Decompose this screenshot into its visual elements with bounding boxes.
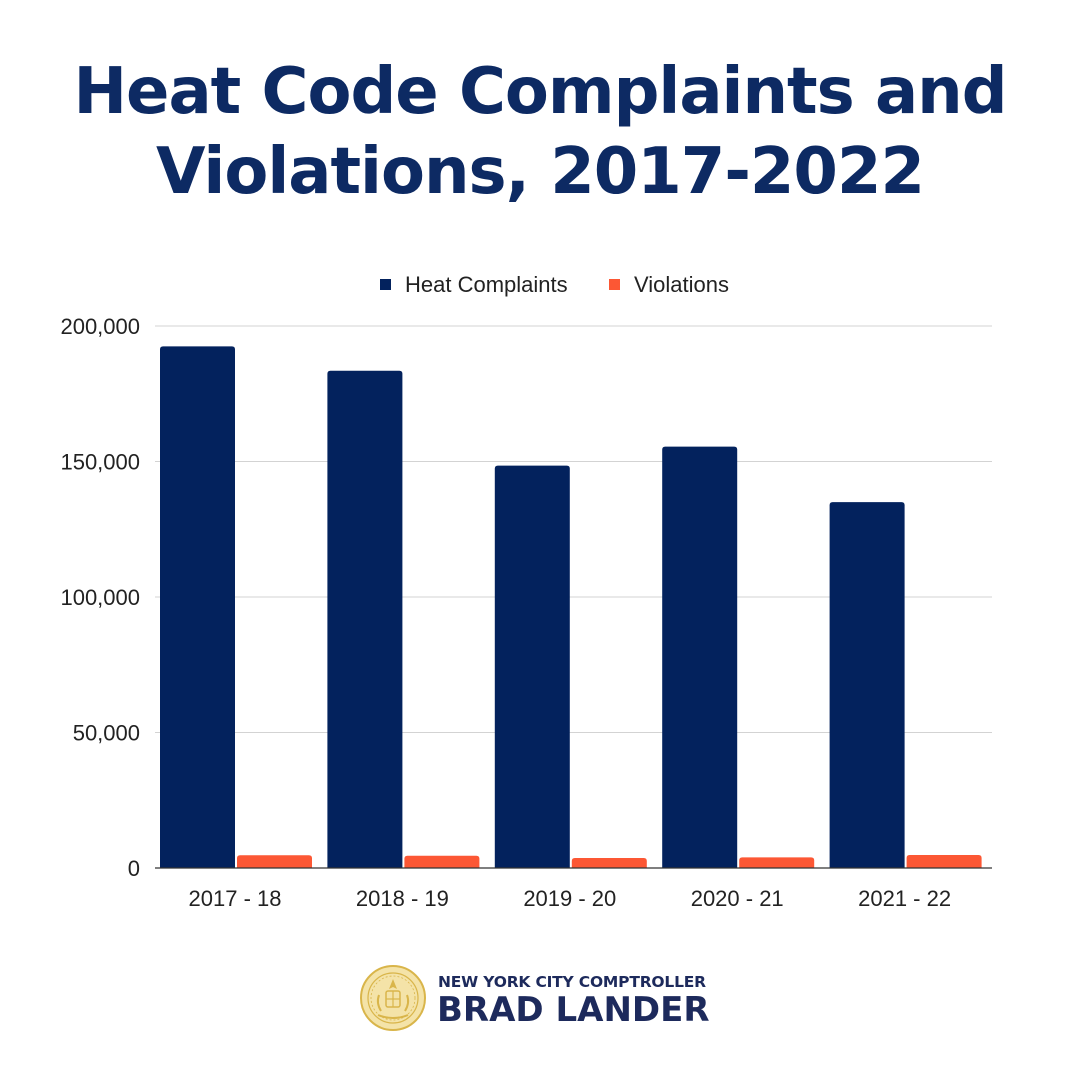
bar-violations: [237, 855, 312, 868]
nyc-seal-icon: [360, 965, 426, 1031]
chart-title-line1: Heat Code Complaints and: [73, 55, 1007, 129]
legend-swatch-heat-complaints: [380, 279, 391, 290]
bar-heat-complaints: [327, 370, 403, 868]
legend-label-violations: Violations: [634, 272, 729, 297]
bar-violations: [906, 854, 982, 868]
chart-title: Heat Code Complaints and Violations, 201…: [0, 52, 1080, 212]
y-tick-label: 50,000: [73, 721, 140, 746]
bar-heat-complaints: [160, 346, 235, 868]
x-tick-label: 2018 - 19: [356, 886, 449, 911]
bar-heat-complaints: [662, 446, 738, 868]
bar-violations: [739, 857, 815, 868]
chart-title-line2: Violations, 2017-2022: [156, 135, 925, 209]
y-tick-label: 0: [128, 856, 140, 881]
x-tick-label: 2019 - 20: [523, 886, 616, 911]
y-tick-label: 150,000: [60, 450, 140, 475]
bar-heat-complaints: [494, 465, 570, 868]
bar-heat-complaints: [829, 502, 905, 868]
y-tick-label: 200,000: [60, 314, 140, 339]
legend-swatch-violations: [609, 279, 620, 290]
footer-office-label: NEW YORK CITY COMPTROLLER: [438, 973, 706, 991]
footer-brand: NEW YORK CITY COMPTROLLER BRAD LANDER: [360, 965, 740, 1035]
x-tick-label: 2017 - 18: [189, 886, 282, 911]
bar-violations: [404, 855, 480, 868]
x-tick-label: 2021 - 22: [858, 886, 951, 911]
x-tick-label: 2020 - 21: [691, 886, 784, 911]
bar-chart: 0 50,000 100,000 150,000 200,000 2017 - 18 201…: [60, 272, 992, 911]
y-tick-label: 100,000: [60, 585, 140, 610]
legend-label-heat-complaints: Heat Complaints: [405, 272, 568, 297]
footer-name: BRAD LANDER: [437, 990, 710, 1030]
bar-violations: [571, 857, 647, 868]
